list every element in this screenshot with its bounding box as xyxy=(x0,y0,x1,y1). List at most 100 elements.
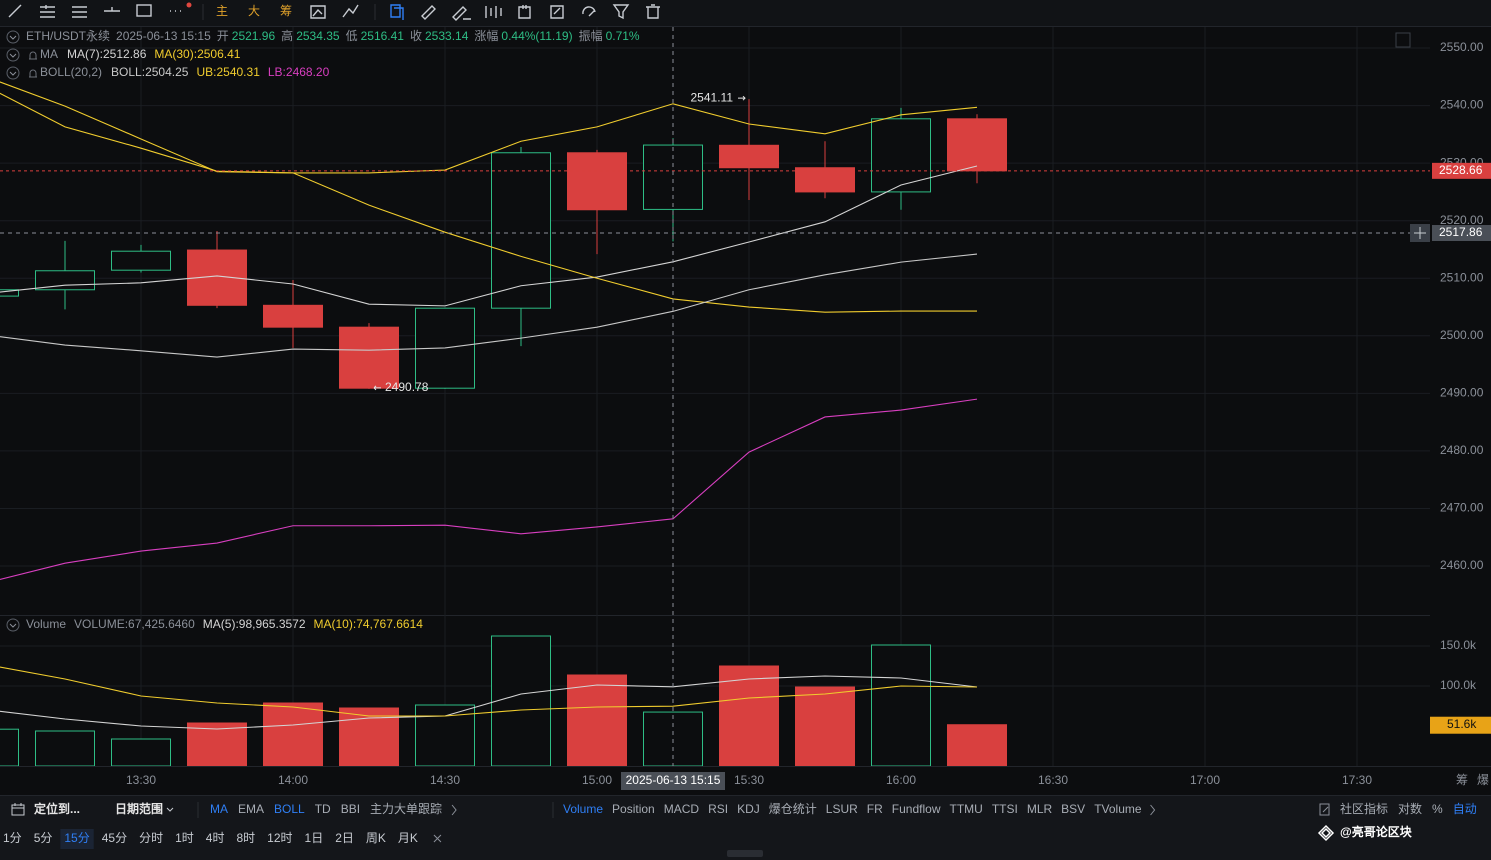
date-range-button[interactable]: 日期范围 xyxy=(115,801,163,816)
watermark-logo xyxy=(1317,824,1335,842)
icon-lock[interactable] xyxy=(518,5,531,19)
indicator-line xyxy=(0,165,978,307)
icon-rect[interactable] xyxy=(136,4,152,17)
collapse-icon[interactable] xyxy=(6,618,20,632)
close-value: 2533.14 xyxy=(425,29,469,43)
side-tab[interactable]: 爆 xyxy=(1477,773,1489,787)
collapse-chevron xyxy=(9,623,17,628)
side-tab[interactable]: 筹 xyxy=(1456,773,1468,787)
sub-indicator-tab[interactable]: RSI xyxy=(708,802,728,816)
sub-indicator-tab[interactable]: TTMU xyxy=(950,802,983,816)
icon-pen[interactable] xyxy=(452,6,471,21)
symbol: ETH/USDT永续 xyxy=(26,29,110,43)
icon-line[interactable] xyxy=(8,4,22,18)
x-tick-label: 14:00 xyxy=(278,773,308,787)
calendar-icon[interactable] xyxy=(11,803,25,816)
icon-magnet[interactable] xyxy=(582,6,596,17)
icon-candles[interactable] xyxy=(485,6,502,18)
interval-tab[interactable]: 5分 xyxy=(34,831,53,845)
volume-pane xyxy=(0,635,1007,766)
interval-tab[interactable]: 15分 xyxy=(64,831,89,845)
sub-indicator-tab[interactable]: MACD xyxy=(664,802,700,816)
interval-tab[interactable]: 1时 xyxy=(175,831,194,845)
interval-tab[interactable]: 4时 xyxy=(206,831,225,845)
collapse-icon[interactable] xyxy=(6,30,20,44)
icon-measure[interactable] xyxy=(310,5,326,19)
change-label: 涨幅 xyxy=(474,28,498,43)
interval-tab[interactable]: 分时 xyxy=(139,831,163,845)
sub-indicator-tab[interactable]: FR xyxy=(867,802,883,816)
volume-title: Volume xyxy=(26,617,66,631)
sub-indicator-tab[interactable]: Volume xyxy=(563,802,603,816)
toolbar-icons[interactable] xyxy=(8,2,660,21)
alert-icon[interactable] xyxy=(29,51,37,60)
interval-tab[interactable]: 8时 xyxy=(236,831,255,845)
icon-hline[interactable] xyxy=(40,5,55,18)
sub-indicator-tab[interactable]: Fundflow xyxy=(892,802,941,816)
main-indicator-tab[interactable]: 主力大单跟踪 xyxy=(370,802,442,816)
icon-edit[interactable] xyxy=(550,5,564,19)
sub-indicator-tab[interactable]: LSUR xyxy=(826,802,858,816)
toolbar-button[interactable]: 主 xyxy=(216,4,228,18)
interval-tab[interactable]: 12时 xyxy=(267,831,292,845)
icon-filter[interactable] xyxy=(612,4,630,20)
indicator-name: MA xyxy=(40,47,58,61)
x-tick-label: 16:00 xyxy=(886,773,916,787)
community-icon[interactable] xyxy=(1319,803,1330,816)
alert-icon[interactable] xyxy=(29,69,37,78)
sub-indicator-tab[interactable]: MLR xyxy=(1027,802,1053,816)
sub-indicator-tab[interactable]: TTSI xyxy=(992,802,1018,816)
icon-copy[interactable] xyxy=(390,4,404,20)
interval-tab[interactable]: 45分 xyxy=(102,831,127,845)
locate-button[interactable]: 定位到... xyxy=(34,801,80,816)
candle-body xyxy=(795,167,855,193)
more-chevron[interactable] xyxy=(451,804,457,816)
candle-body xyxy=(567,152,627,211)
interval-tab[interactable]: 1日 xyxy=(305,831,324,845)
legend-value: 2504.25 xyxy=(145,65,189,79)
toolbar-button[interactable]: 筹 xyxy=(280,4,292,18)
sub-indicator-tab[interactable]: TVolume xyxy=(1094,802,1142,816)
volume-bar xyxy=(339,707,399,766)
volume-bar xyxy=(947,724,1007,766)
max-arrow xyxy=(738,95,746,101)
volume-bar xyxy=(567,674,627,766)
candle-body xyxy=(111,250,171,271)
expand-icon[interactable] xyxy=(1395,32,1411,48)
close-label: 收 xyxy=(410,29,422,43)
legend-value: 2540.31 xyxy=(216,65,260,79)
main-indicator-tab[interactable]: TD xyxy=(315,802,331,816)
close-icon[interactable] xyxy=(433,834,442,843)
toolbar-button[interactable]: 大 xyxy=(248,4,260,18)
volume-ma-line xyxy=(0,666,978,717)
sub-indicator-tab[interactable]: KDJ xyxy=(737,802,760,816)
interval-tab[interactable]: 周K xyxy=(366,831,386,845)
max-label: 2541.11 xyxy=(691,90,734,104)
sub-indicator-tab[interactable]: Position xyxy=(612,802,655,816)
chart-option[interactable]: 社区指标 xyxy=(1340,801,1388,816)
main-indicator-tab[interactable]: MA xyxy=(210,802,228,816)
sub-indicator-tab[interactable]: 爆仓统计 xyxy=(769,802,817,816)
icon-fib[interactable] xyxy=(342,4,359,18)
collapse-icon[interactable] xyxy=(6,48,20,62)
chart-option[interactable]: 自动 xyxy=(1453,802,1477,816)
icon-trash[interactable] xyxy=(646,4,660,19)
resize-handle[interactable] xyxy=(727,850,763,857)
interval-tab[interactable]: 1分 xyxy=(3,831,22,845)
sub-indicator-tab[interactable]: BSV xyxy=(1061,802,1085,816)
interval-tab[interactable]: 2日 xyxy=(335,831,354,845)
icon-channel[interactable] xyxy=(72,6,87,18)
interval-tab[interactable]: 月K xyxy=(398,831,418,845)
main-indicator-tab[interactable]: EMA xyxy=(238,802,264,816)
legend-name: LB: xyxy=(268,65,286,79)
main-indicator-tab[interactable]: BBI xyxy=(341,802,360,816)
more-chevron[interactable] xyxy=(1150,804,1156,816)
chart-option[interactable]: % xyxy=(1432,802,1443,816)
collapse-icon[interactable] xyxy=(6,66,20,80)
main-indicator-tab[interactable]: BOLL xyxy=(274,802,305,816)
chart-option[interactable]: 对数 xyxy=(1398,801,1422,816)
volume-bar xyxy=(187,722,247,766)
icon-ruler[interactable] xyxy=(421,5,436,20)
icon-ray[interactable] xyxy=(104,7,120,12)
legend-value: 2506.41 xyxy=(197,47,241,61)
